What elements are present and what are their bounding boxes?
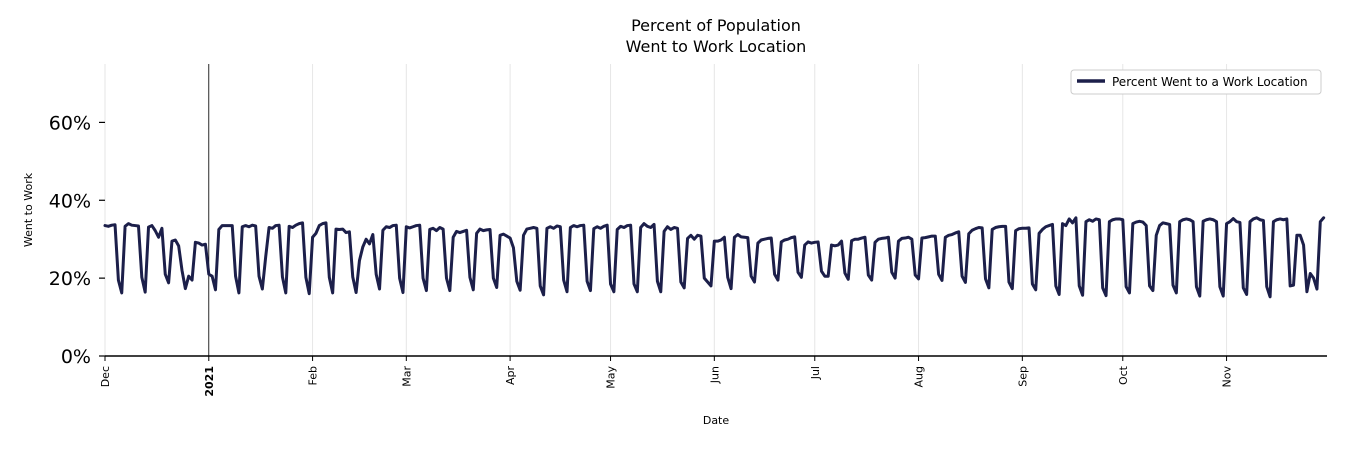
x-tick-label-nov: Nov [1221,366,1234,388]
series-layer [103,216,1326,299]
chart-title-line-2: Went to Work Location [626,37,807,56]
x-tick-label-mar: Mar [400,366,413,387]
vertical-gridlines [104,64,1228,356]
x-axis-label: Date [703,414,730,427]
x-tick-label-aug: Aug [913,366,926,387]
x-tick-label-feb: Feb [307,366,320,385]
x-tick-label-2021: 2021 [203,366,216,397]
y-axis: 0% 20% 40% 60% [49,112,105,368]
chart-title-line-1: Percent of Population [631,16,801,35]
y-tick-label-40: 40% [49,190,91,212]
x-tick-label-sep: Sep [1016,366,1029,387]
x-axis: Dec 2021 Feb Mar Apr May Jun Jul Aug Sep Oct Nov [99,355,1327,397]
series-line-0 [103,216,1326,299]
x-tick-label-dec: Dec [99,366,112,387]
x-tick-label-may: May [605,366,618,389]
x-tick-label-apr: Apr [504,366,517,386]
x-tick-label-jul: Jul [809,366,822,380]
y-tick-label-20: 20% [49,268,91,290]
x-tick-label-jun: Jun [708,366,721,384]
legend: Percent Went to a Work Location [1070,69,1322,95]
chart-title: Percent of Population Went to Work Locat… [626,16,807,56]
y-tick-label-0: 0% [61,346,91,368]
legend-box [1070,69,1322,95]
legend-entry-label: Percent Went to a Work Location [1112,75,1308,89]
y-tick-label-60: 60% [49,112,91,134]
x-tick-label-oct: Oct [1117,365,1130,385]
y-axis-label: Went to Work [22,172,35,247]
